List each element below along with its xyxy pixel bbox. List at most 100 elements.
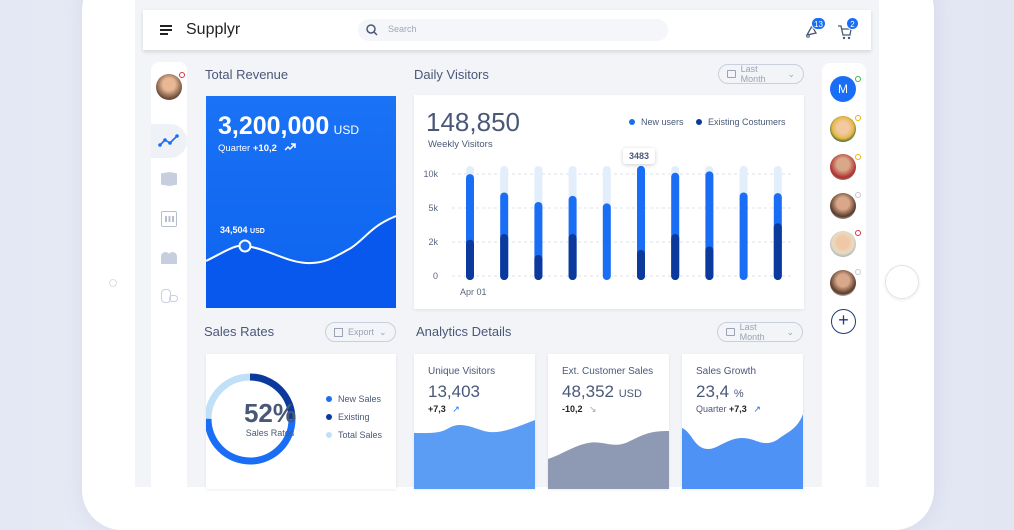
sidebar-item-products[interactable] (161, 172, 177, 186)
legend-new-sales: New Sales (326, 394, 381, 404)
analytics-period-label: Last Month (739, 322, 765, 342)
legend-total-sales: Total Sales (326, 430, 382, 440)
y-tick-label: 2k (428, 237, 438, 247)
card-change: +7,3 (729, 404, 747, 414)
trend-up-icon: ↗ (452, 404, 460, 414)
visitors-title: Daily Visitors (414, 67, 489, 82)
y-tick-label: 5k (428, 203, 438, 213)
user-avatar[interactable] (156, 74, 182, 100)
analytics-period-dropdown[interactable]: Last Month ⌄ (717, 322, 803, 342)
user-status-dot (179, 72, 185, 78)
sidebar-item-users[interactable] (161, 252, 177, 264)
contact-status-dot (855, 192, 861, 198)
revenue-point-currency: USD (250, 228, 265, 235)
revenue-amount: 3,200,000 (218, 112, 330, 140)
visitors-period-dropdown[interactable]: Last Month ⌄ (718, 64, 804, 84)
card-change: +7,3 (428, 404, 446, 414)
trend-up-icon (284, 143, 296, 151)
contact-avatar[interactable] (830, 270, 856, 296)
chevron-down-icon: ⌄ (787, 68, 795, 79)
revenue-change: +10,2 (252, 143, 277, 154)
search-icon (366, 24, 378, 36)
contact-avatar[interactable] (830, 154, 856, 180)
sales-percent: 52% (243, 398, 297, 428)
trend-up-icon: ↗ (753, 404, 761, 414)
chevron-down-icon: ⌄ (786, 326, 794, 337)
visitors-card: 148,850 Weekly Visitors New users Existi… (414, 95, 804, 309)
contact-status-dot (855, 269, 861, 275)
camera (109, 279, 117, 287)
sidebar-item-finance[interactable] (161, 289, 179, 303)
y-tick-label: 0 (433, 271, 438, 281)
card-change: -10,2 (562, 404, 583, 414)
card-title: Ext. Customer Sales (562, 366, 654, 377)
line-chart-icon (158, 134, 179, 147)
area-chart (548, 431, 669, 489)
donut-segment (206, 373, 296, 465)
visitors-subtitle: Weekly Visitors (428, 139, 493, 150)
revenue-point[interactable] (238, 239, 252, 253)
top-bar: Supplyr Search 13 2 (143, 10, 871, 50)
revenue-card: 3,200,000 USD Quarter +10,2 34,504 USD (206, 96, 396, 308)
sales-growth-card: Sales Growth 23,4 % Quarter +7,3 ↗ (682, 354, 803, 489)
card-unit: % (733, 388, 744, 400)
donut-segment (206, 373, 296, 465)
sidebar-item-analytics[interactable] (151, 124, 187, 158)
export-icon (334, 327, 343, 337)
contact-status-dot (855, 230, 861, 236)
sales-donut-chart (206, 373, 296, 465)
trend-down-icon: ↘ (589, 404, 597, 414)
home-button[interactable] (885, 265, 919, 299)
legend-existing: Existing (326, 412, 370, 422)
export-button[interactable]: Export ⌄ (325, 322, 396, 342)
revenue-area-chart (206, 215, 396, 308)
notifications-badge: 13 (811, 17, 826, 30)
contact-avatar[interactable] (830, 116, 856, 142)
customer-sales-card: Ext. Customer Sales 48,352 USD -10,2 ↘ (548, 354, 669, 489)
legend-existing: Existing Costumers (696, 117, 786, 127)
contact-avatar[interactable]: M (830, 76, 856, 102)
analytics-title: Analytics Details (416, 324, 512, 339)
sidebar-item-reports[interactable] (161, 211, 177, 227)
export-label: Export (348, 327, 375, 337)
bar-tooltip: 3483 (623, 148, 656, 164)
card-title: Sales Growth (696, 366, 757, 377)
calendar-icon (727, 70, 736, 78)
visitors-total: 148,850 (426, 107, 520, 137)
revenue-currency: USD (333, 123, 360, 137)
add-contact-button[interactable]: + (831, 309, 856, 334)
app-logo: Supplyr (186, 21, 241, 38)
x-tick-label: Apr 01 (460, 287, 487, 297)
area-chart (682, 414, 803, 489)
cart-badge: 2 (846, 17, 859, 30)
revenue-line (206, 215, 396, 265)
card-unit: USD (618, 388, 642, 400)
contact-avatar[interactable] (830, 231, 856, 257)
sales-label: Sales Rates (245, 428, 295, 438)
card-value: 13,403 (428, 382, 480, 401)
calendar-icon (726, 328, 735, 336)
search-placeholder: Search (388, 24, 417, 34)
card-value: 48,352 (562, 382, 614, 401)
card-title: Unique Visitors (428, 366, 496, 377)
sales-rates-card: 52% Sales Rates New Sales Existing Total… (206, 354, 396, 489)
left-sidebar (151, 62, 187, 492)
visitors-period-label: Last Month (740, 64, 766, 84)
menu-icon[interactable] (160, 25, 172, 35)
sales-rates-title: Sales Rates (204, 324, 275, 339)
chevron-down-icon: ⌄ (379, 326, 387, 337)
revenue-title: Total Revenue (205, 67, 289, 82)
visitors-bar-chart: 0 2k 5k 10k Apr 01 (423, 165, 792, 297)
unique-visitors-card: Unique Visitors 13,403 +7,3 ↗ (414, 354, 535, 489)
card-value: 23,4 (696, 382, 730, 401)
revenue-point-value: 34,504 (220, 225, 248, 235)
legend-new-users: New users (629, 117, 684, 127)
contact-status-dot (855, 76, 861, 82)
revenue-period: Quarter (218, 143, 251, 154)
contact-avatar[interactable] (830, 193, 856, 219)
search-input[interactable]: Search (358, 19, 668, 41)
y-tick-label: 10k (423, 169, 438, 179)
area-chart (414, 420, 535, 489)
card-prefix: Quarter (696, 404, 727, 414)
contacts-sidebar: M + (822, 63, 866, 493)
